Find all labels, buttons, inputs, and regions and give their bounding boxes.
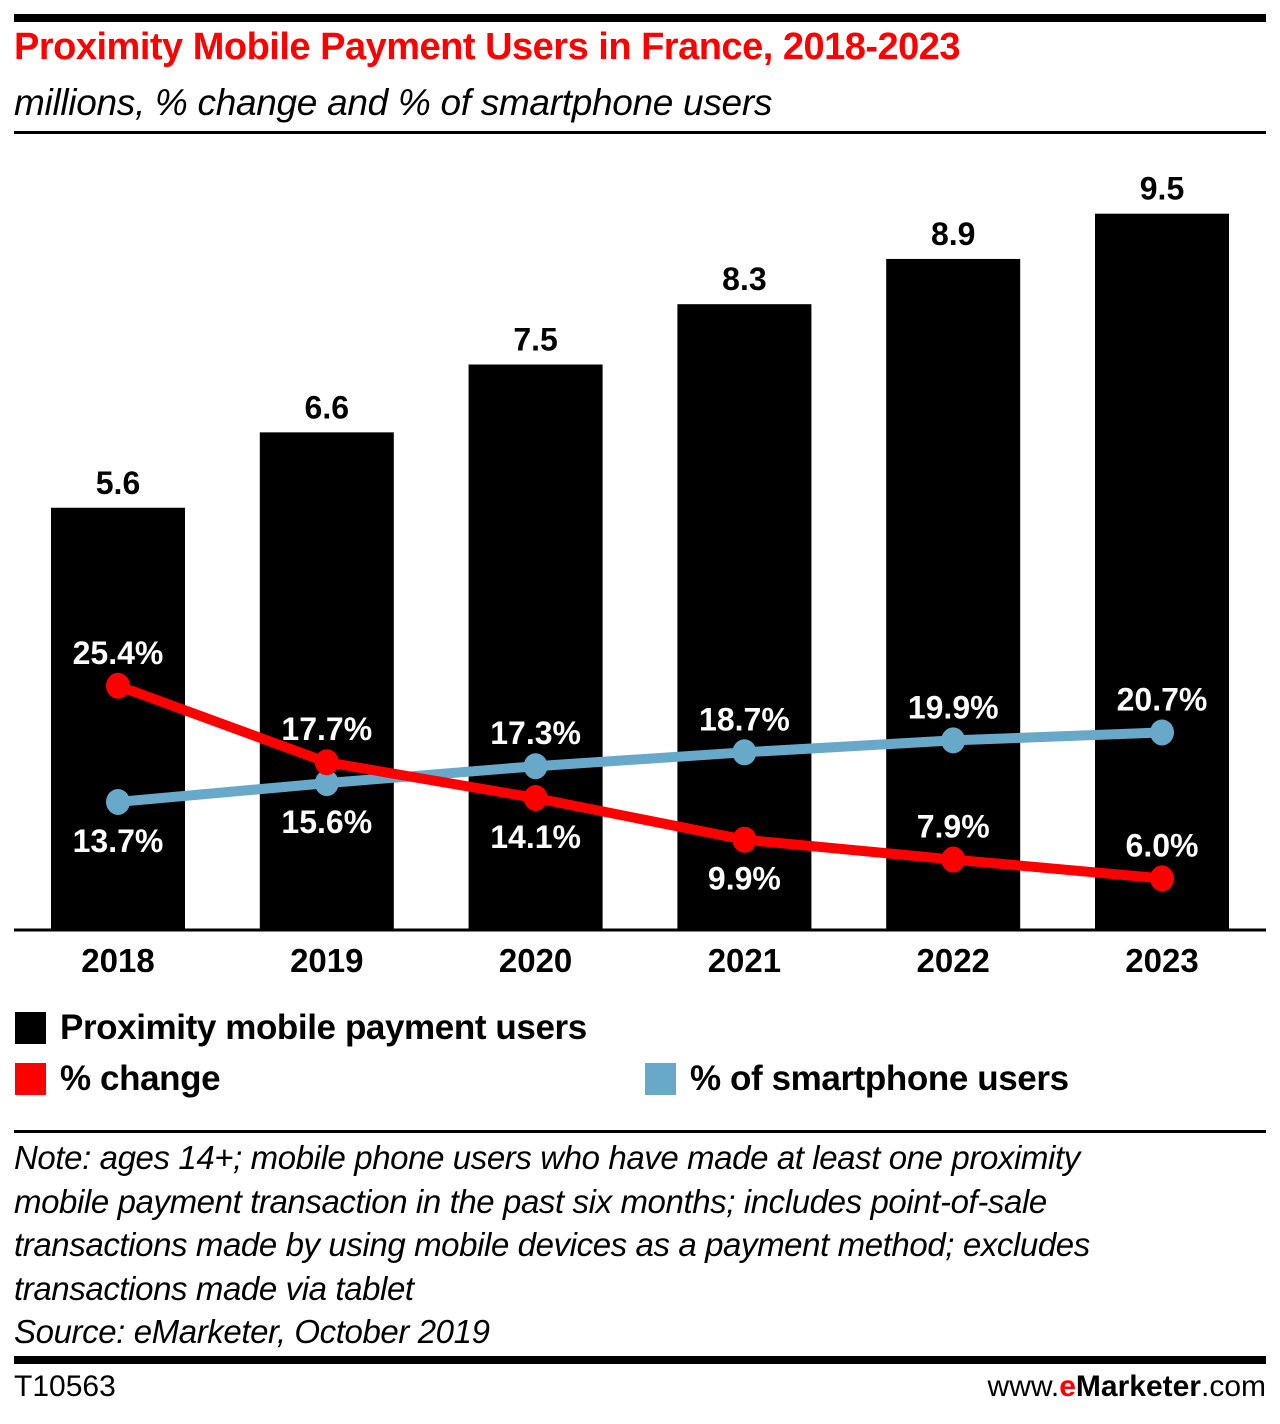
x-tick-label: 2021 [708,942,781,979]
legend-swatch-users [15,1012,46,1044]
change-point [941,846,966,873]
smartphone-point [314,770,339,797]
site-suffix: .com [1200,1370,1266,1403]
x-tick-label: 2022 [916,942,989,979]
x-tick-label: 2019 [290,942,363,979]
bar [259,432,394,930]
change-value-label: 6.0% [1126,827,1199,863]
change-value-label: 25.4% [73,635,164,671]
note-line: transactions made by using mobile device… [14,1226,1090,1263]
note-line: transactions made via tablet [14,1269,414,1307]
change-point [106,672,130,699]
change-point [314,749,339,776]
bars-layer [51,213,1229,930]
change-line [116,681,1163,884]
smartphone-point [1150,719,1174,746]
smartphone-point [523,753,548,780]
footer-rule [14,1356,1266,1364]
smartphone-value-label: 15.6% [281,804,372,840]
smartphone-value-label: 18.7% [699,701,790,737]
site-logo: www.eMarketer.com [988,1370,1266,1404]
change-point [732,826,757,853]
bar [1095,213,1229,930]
smartphone-point [941,727,966,754]
bar-value-label: 7.5 [513,322,557,358]
bar-value-label: 8.3 [722,261,766,297]
smartphone-line [117,727,1163,807]
change-point [1150,865,1174,892]
bar [51,507,185,930]
change-value-label: 9.9% [708,861,781,897]
smartphone-value-label: 13.7% [73,823,164,859]
legend-item-change: % change [15,1059,221,1099]
smartphone-point [106,788,130,815]
legend-item-smartphone: % of smartphone users [645,1059,1069,1099]
smartphone-value-label: 20.7% [1117,681,1208,717]
x-tick-label: 2020 [499,942,572,979]
chart-title: Proximity Mobile Payment Users in France… [14,26,961,68]
bar-value-label: 8.9 [931,216,975,252]
legend-item-users: Proximity mobile payment users [15,1008,587,1048]
legend-label-smartphone: % of smartphone users [690,1059,1069,1098]
labels-layer: 5.6 6.6 7.5 8.3 8.9 9.5 25.4% 17.7% 14.1% 9.9% 7.9… [73,171,1208,897]
change-value-label: 7.9% [917,809,990,845]
note-block: Note: ages 14+; mobile phone users who h… [14,1136,1274,1354]
x-tick-label: 2018 [81,942,154,979]
bar-value-label: 5.6 [96,465,140,501]
legend-swatch-change [15,1063,46,1095]
note-rule [14,1130,1266,1133]
brand-e: e [1059,1370,1076,1403]
change-value-label: 17.7% [281,711,372,747]
legend-label-users: Proximity mobile payment users [60,1008,587,1047]
x-axis-tick-labels: 2018 2019 2020 2021 2022 2023 [81,942,1198,979]
chart-id: T10563 [14,1370,116,1403]
note-line: Note: ages 14+; mobile phone users who h… [14,1139,1080,1176]
x-tick-label: 2023 [1125,942,1198,979]
note-line: mobile payment transaction in the past s… [14,1182,1047,1220]
change-point [523,784,548,811]
chart-subtitle: millions, % change and % of smartphone u… [14,82,773,123]
site-prefix: www. [987,1370,1060,1403]
brand-name: Marketer [1075,1370,1201,1403]
bar [886,258,1021,930]
subtitle-rule [14,131,1266,134]
chart-area: 5.6 6.6 7.5 8.3 8.9 9.5 25.4% 17.7% 14.1% 9.9% 7.9… [14,171,1266,979]
change-value-label: 14.1% [490,819,581,855]
legend-swatch-smartphone [645,1063,676,1095]
smartphone-point [732,739,757,766]
top-rule [14,14,1266,22]
source-line: Source: eMarketer, October 2019 [14,1313,490,1350]
smartphone-value-label: 19.9% [908,689,999,725]
legend-label-change: % change [60,1059,221,1098]
lines-layer [106,672,1174,892]
bar [468,364,603,930]
bar-value-label: 9.5 [1140,171,1184,207]
smartphone-value-label: 17.3% [490,715,581,751]
bar-value-label: 6.6 [305,389,349,425]
